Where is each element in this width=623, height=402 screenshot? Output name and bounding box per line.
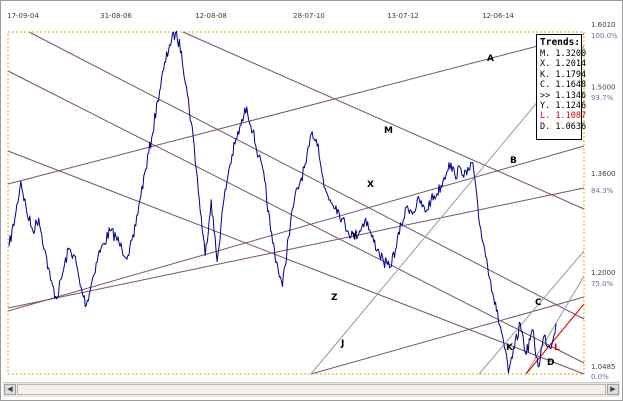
trends-legend: Trends: M. 1.3200 X. 1.2014 K. 1.1794 C.… (536, 34, 587, 140)
trend-label: D (547, 358, 554, 368)
plot-border (7, 31, 585, 375)
legend-entry: Y. 1.1246 (540, 101, 587, 112)
fib-level-label: 93.7% (591, 94, 614, 102)
trend-line (7, 145, 585, 312)
fib-level-label: 75.0% (591, 280, 614, 288)
trend-line (7, 33, 585, 185)
trend-line (182, 31, 585, 210)
trend-line (7, 187, 585, 309)
trend-line (28, 31, 585, 320)
trend-line (7, 70, 585, 364)
legend-entry: L. 1.1087 (540, 111, 587, 122)
legend-entry: M. 1.3200 (540, 49, 587, 59)
trend-lines (7, 31, 585, 375)
price-line (8, 30, 557, 374)
trend-label: A (487, 54, 494, 64)
price-series (8, 30, 557, 374)
fib-levels: 100.0% 93.7% 84.3% 75.0% 0.0% (591, 32, 618, 381)
x-tick-label: 12-08-08 (195, 12, 227, 20)
trend-label: B (510, 156, 517, 166)
fib-level-label: 84.3% (591, 187, 614, 195)
trend-label: C (535, 298, 542, 308)
trend-label: M (384, 126, 393, 136)
price-tick-label: 1.0485 (591, 363, 616, 371)
trend-label: J (340, 339, 344, 349)
legend-entry: C. 1.1648 (540, 80, 587, 91)
x-tick-label: 12-06-14 (482, 12, 514, 20)
legend-title: Trends: (540, 37, 581, 48)
price-tick-label: 1.2000 (591, 269, 616, 277)
trend-label: X (367, 180, 374, 190)
horizontal-scrollbar[interactable]: ◀ ▶ (3, 382, 620, 397)
legend-entry: D. 1.0636 (540, 121, 587, 132)
fib-level-label: 100.0% (591, 32, 618, 40)
fan-line (478, 250, 585, 375)
fib-level-label: 0.0% (591, 373, 609, 381)
x-tick-label: 31-08-06 (100, 12, 132, 20)
x-tick-label: 28-07-10 (293, 12, 325, 20)
x-tick-label: 17-09-04 (7, 12, 39, 20)
scroll-right-arrow-icon[interactable]: ▶ (607, 384, 619, 395)
trend-label: K (506, 343, 514, 353)
y-axis-ticks: 1.6010 1.5000 1.3600 1.2000 1.0485 (591, 21, 616, 371)
price-tick-label: 1.3600 (591, 170, 616, 178)
fan-line-red (525, 303, 585, 375)
x-tick-label: 13-07-12 (387, 12, 419, 20)
trend-label: Z (331, 293, 338, 303)
legend-entry: K. 1.1794 (540, 69, 587, 80)
legend-entry: X. 1.2014 (540, 59, 587, 70)
trend-line (7, 150, 585, 375)
x-axis-ticks: 17-09-04 31-08-06 12-08-08 28-07-10 13-07-12… (7, 12, 514, 20)
trend-line-labels: A B M X Y Z J K C LD (331, 54, 560, 368)
trend-line (310, 296, 585, 375)
scroll-left-arrow-icon[interactable]: ◀ (4, 384, 16, 395)
fan-line (525, 275, 585, 375)
trend-label: L (554, 343, 560, 353)
trend-label: Y (350, 231, 358, 241)
legend-entry: >> 1.1346 (540, 90, 587, 101)
scrollbar-thumb[interactable] (17, 384, 606, 395)
price-tick-label: 1.6010 (591, 21, 616, 29)
price-tick-label: 1.5000 (591, 84, 616, 92)
